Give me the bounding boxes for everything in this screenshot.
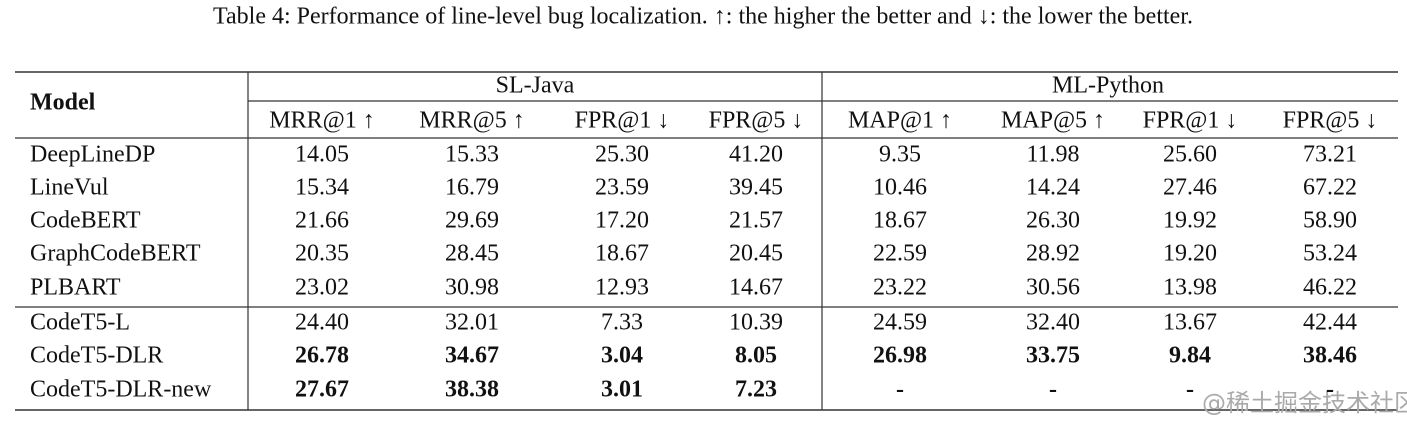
cell: 14.24 — [1026, 175, 1080, 201]
model-name: LineVul — [30, 175, 109, 201]
cell: 34.67 — [445, 343, 499, 369]
cell: 12.93 — [595, 275, 649, 301]
cell: - — [1049, 377, 1057, 403]
cell: 67.22 — [1303, 175, 1357, 201]
cell: 26.98 — [873, 343, 927, 369]
group-header: ML-Python — [1052, 73, 1164, 99]
model-name: DeepLineDP — [30, 142, 155, 168]
cell: 28.45 — [445, 241, 499, 267]
cell: 38.38 — [445, 377, 499, 403]
cell: 8.05 — [735, 343, 777, 369]
cell: 17.20 — [595, 208, 649, 234]
cell: 23.22 — [873, 275, 927, 301]
cell: 13.98 — [1163, 275, 1217, 301]
cell: 21.57 — [729, 208, 783, 234]
cell: 7.33 — [601, 310, 643, 336]
cell: 3.04 — [601, 343, 643, 369]
cell: 73.21 — [1303, 142, 1357, 168]
cell: 15.33 — [445, 142, 499, 168]
cell: 10.46 — [873, 175, 927, 201]
cell: 26.78 — [295, 343, 349, 369]
cell: 16.79 — [445, 175, 499, 201]
cell: 38.46 — [1303, 343, 1357, 369]
column-header: FPR@5 ↓ — [709, 108, 804, 134]
cell: 39.45 — [729, 175, 783, 201]
cell: 19.92 — [1163, 208, 1217, 234]
cell: 28.92 — [1026, 241, 1080, 267]
cell: 58.90 — [1303, 208, 1357, 234]
cell: 7.23 — [735, 377, 777, 403]
cell: 14.67 — [729, 275, 783, 301]
group-header: SL-Java — [496, 73, 575, 99]
cell: - — [1186, 377, 1194, 403]
cell: 18.67 — [595, 241, 649, 267]
model-header: Model — [30, 90, 96, 116]
model-name: CodeT5-DLR-new — [30, 377, 212, 403]
cell: 25.60 — [1163, 142, 1217, 168]
cell: 29.69 — [445, 208, 499, 234]
cell: 41.20 — [729, 142, 783, 168]
cell: 27.46 — [1163, 175, 1217, 201]
cell: 23.59 — [595, 175, 649, 201]
column-header: MRR@5 ↑ — [419, 108, 524, 134]
cell: 30.56 — [1026, 275, 1080, 301]
cell: 15.34 — [295, 175, 349, 201]
column-header: FPR@1 ↓ — [575, 108, 670, 134]
cell: 23.02 — [295, 275, 349, 301]
cell: 30.98 — [445, 275, 499, 301]
cell: 25.30 — [595, 142, 649, 168]
cell: 11.98 — [1026, 142, 1079, 168]
column-header: MAP@1 ↑ — [848, 108, 952, 134]
cell: 33.75 — [1026, 343, 1080, 369]
model-name: CodeBERT — [30, 208, 141, 234]
cell: 20.35 — [295, 241, 349, 267]
model-name: CodeT5-L — [30, 310, 130, 336]
cell: 27.67 — [295, 377, 349, 403]
cell: 20.45 — [729, 241, 783, 267]
cell: 46.22 — [1303, 275, 1357, 301]
cell: 26.30 — [1026, 208, 1080, 234]
column-header: MAP@5 ↑ — [1001, 108, 1105, 134]
model-name: GraphCodeBERT — [30, 241, 201, 267]
cell: 18.67 — [873, 208, 927, 234]
cell: 9.35 — [879, 142, 921, 168]
cell: 53.24 — [1303, 241, 1357, 267]
watermark: @稀土掘金技术社区 — [1202, 389, 1407, 417]
cell: 32.01 — [445, 310, 499, 336]
cell: 10.39 — [729, 310, 783, 336]
column-header: FPR@5 ↓ — [1283, 108, 1378, 134]
cell: - — [1326, 377, 1334, 403]
cell: 42.44 — [1303, 310, 1357, 336]
cell: 9.84 — [1169, 343, 1211, 369]
column-header: MRR@1 ↑ — [269, 108, 374, 134]
cell: 24.59 — [873, 310, 927, 336]
model-name: CodeT5-DLR — [30, 343, 163, 369]
caption: Table 4: Performance of line-level bug l… — [213, 4, 1193, 30]
model-name: PLBART — [30, 275, 121, 301]
cell: 24.40 — [295, 310, 349, 336]
cell: 3.01 — [601, 377, 643, 403]
cell: 22.59 — [873, 241, 927, 267]
cell: 13.67 — [1163, 310, 1217, 336]
cell: 14.05 — [295, 142, 349, 168]
cell: 21.66 — [295, 208, 349, 234]
cell: 19.20 — [1163, 241, 1217, 267]
cell: 32.40 — [1026, 310, 1080, 336]
cell: - — [896, 377, 904, 403]
column-header: FPR@1 ↓ — [1143, 108, 1238, 134]
